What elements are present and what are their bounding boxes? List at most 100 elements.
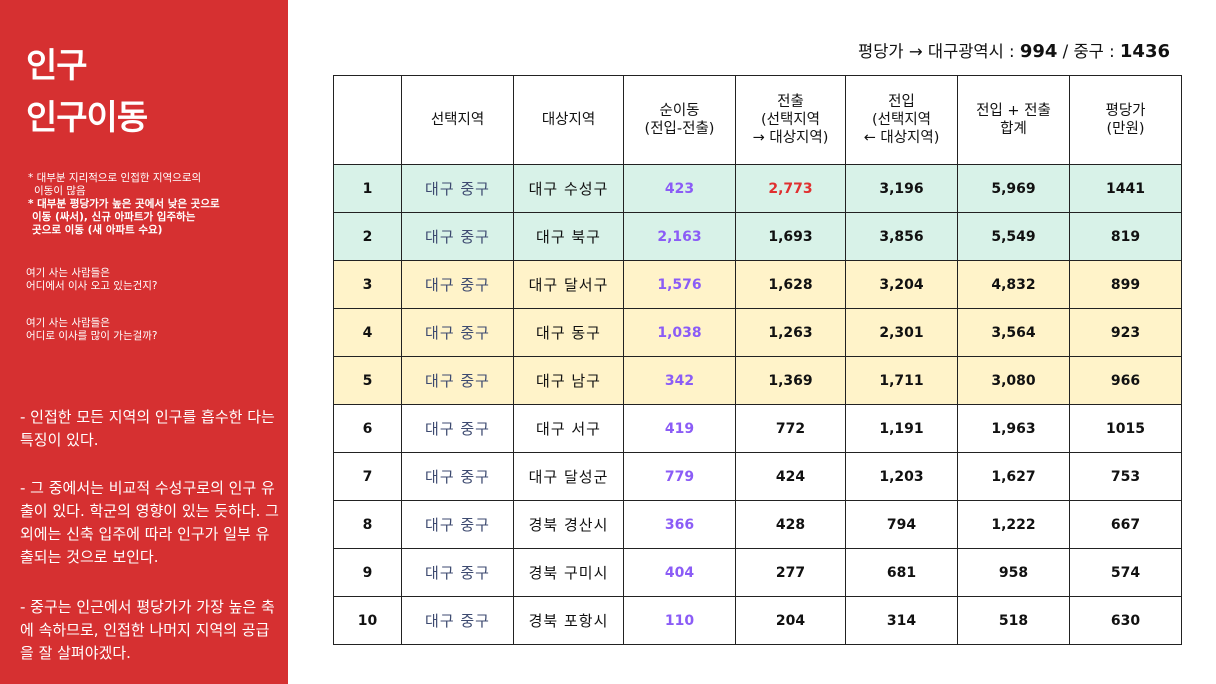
header-in-line-b: (선택지역 [871,112,932,128]
cell-price: 667 [1069,500,1182,549]
analysis-paragraph-2: - 그 중에서는 비교적 수성구로의 인구 유출이 있다. 학군의 영향이 있는… [20,479,279,566]
cell-price: 966 [1069,356,1182,405]
cell-selected: 대구 중구 [401,260,514,309]
cell-sum: 5,969 [957,164,1070,213]
note-2-line-a: * 대부분 평당가가 높은 곳에서 낮은 곳으로 [28,198,220,210]
cell-net: 366 [623,500,736,549]
cell-sum: 518 [957,596,1070,645]
cell-target: 대구 수성구 [513,164,624,213]
header-in-line-a: 전입 [888,94,915,110]
header-price-line-a: 평당가 [1105,103,1146,119]
table-row: 1 대구 중구 대구 수성구 423 2,773 3,196 5,969 144… [333,164,1182,213]
cell-target: 경북 포항시 [513,596,624,645]
table-header-row: 선택지역 대상지역 순이동 (전입-전출) 전출 (선택지역 → 대상지역) 전입 (선… [333,75,1182,165]
cell-selected: 대구 중구 [401,356,514,405]
cell-out: 204 [735,596,846,645]
notes-block: * 대부분 지리적으로 인접한 지역으로의 이동이 많음 * 대부분 평당가가 … [26,172,284,237]
cell-in: 794 [845,500,958,549]
cell-out: 1,628 [735,260,846,309]
header-net-line-a: 순이동 [659,103,700,119]
cell-price: 630 [1069,596,1182,645]
cell-price: 899 [1069,260,1182,309]
cell-out: 428 [735,500,846,549]
migration-table: 선택지역 대상지역 순이동 (전입-전출) 전출 (선택지역 → 대상지역) 전입 (선… [333,75,1182,645]
cell-in: 3,204 [845,260,958,309]
note-2-line-c: 곳으로 이동 (새 아파트 수요) [32,224,163,236]
header-price: 평당가 (만원) [1069,75,1182,165]
cell-target: 대구 남구 [513,356,624,405]
table-row: 10 대구 중구 경북 포항시 110 204 314 518 630 [333,596,1182,645]
analysis-paragraph-3: - 중구는 인근에서 평당가가 가장 높은 축에 속하므로, 인접한 나머지 지… [20,598,275,662]
header-price-line-b: (만원) [1106,121,1145,137]
cell-selected: 대구 중구 [401,404,514,453]
cell-selected: 대구 중구 [401,596,514,645]
table-row: 2 대구 중구 대구 북구 2,163 1,693 3,856 5,549 81… [333,212,1182,261]
table-row: 8 대구 중구 경북 경산시 366 428 794 1,222 667 [333,500,1182,549]
cell-in: 1,203 [845,452,958,501]
cell-in: 2,301 [845,308,958,357]
header-out-line-c: → 대상지역) [752,130,829,146]
page-subtitle: 인구이동 [26,98,148,138]
table-row: 6 대구 중구 대구 서구 419 772 1,191 1,963 1015 [333,404,1182,453]
cell-in: 314 [845,596,958,645]
page-title: 인구 [26,46,88,86]
cell-target: 대구 달서구 [513,260,624,309]
cell-out: 1,693 [735,212,846,261]
cell-price: 1441 [1069,164,1182,213]
table-row: 5 대구 중구 대구 남구 342 1,369 1,711 3,080 966 [333,356,1182,405]
header-in: 전입 (선택지역 ← 대상지역) [845,75,958,165]
table-row: 7 대구 중구 대구 달성군 779 424 1,203 1,627 753 [333,452,1182,501]
header-sum-line-a: 전입 + 전출 [976,103,1051,119]
cell-target: 경북 구미시 [513,548,624,597]
cell-out: 424 [735,452,846,501]
cell-no: 2 [333,212,402,261]
cell-selected: 대구 중구 [401,500,514,549]
cell-price: 819 [1069,212,1182,261]
cell-no: 9 [333,548,402,597]
note-1-line-b: 이동이 많음 [34,185,86,197]
cell-sum: 4,832 [957,260,1070,309]
table-row: 4 대구 중구 대구 동구 1,038 1,263 2,301 3,564 92… [333,308,1182,357]
cell-no: 4 [333,308,402,357]
cell-no: 6 [333,404,402,453]
cell-sum: 1,222 [957,500,1070,549]
cell-selected: 대구 중구 [401,212,514,261]
cell-sum: 3,080 [957,356,1070,405]
question-2-line-a: 여기 사는 사람들은 [26,317,110,329]
cell-out: 1,369 [735,356,846,405]
question-2-line-b: 어디로 이사를 많이 가는걸까? [26,330,158,342]
header-out-line-b: (선택지역 [760,112,821,128]
question-1-line-b: 어디에서 이사 오고 있는건지? [26,280,158,292]
cell-net: 2,163 [623,212,736,261]
table-row: 3 대구 중구 대구 달서구 1,576 1,628 3,204 4,832 8… [333,260,1182,309]
cell-selected: 대구 중구 [401,308,514,357]
cell-net: 1,576 [623,260,736,309]
header-out: 전출 (선택지역 → 대상지역) [735,75,846,165]
header-sum-line-b: 합계 [1000,121,1027,137]
cell-net: 342 [623,356,736,405]
cell-net: 419 [623,404,736,453]
cell-out: 772 [735,404,846,453]
header-selected-label: 선택지역 [430,112,485,128]
question-1-line-a: 여기 사는 사람들은 [26,267,110,279]
table-row: 9 대구 중구 경북 구미시 404 277 681 958 574 [333,548,1182,597]
cell-selected: 대구 중구 [401,164,514,213]
header-target-label: 대상지역 [541,112,596,128]
cell-net: 404 [623,548,736,597]
question-1: 여기 사는 사람들은 어디에서 이사 오고 있는건지? [26,267,284,293]
cell-price: 1015 [1069,404,1182,453]
header-net-line-b: (전입-전출) [644,121,715,137]
cell-in: 3,856 [845,212,958,261]
cell-selected: 대구 중구 [401,548,514,597]
cell-net: 1,038 [623,308,736,357]
cell-target: 대구 동구 [513,308,624,357]
cell-no: 5 [333,356,402,405]
header-no [333,75,402,165]
cell-net: 423 [623,164,736,213]
cell-target: 경북 경산시 [513,500,624,549]
header-out-line-a: 전출 [777,94,804,110]
price-summary-prefix: 평당가 → 대구광역시 : [858,42,1020,61]
cell-price: 923 [1069,308,1182,357]
cell-target: 대구 북구 [513,212,624,261]
note-2-line-b: 이동 (싸서), 신규 아파트가 입주하는 [32,211,196,223]
